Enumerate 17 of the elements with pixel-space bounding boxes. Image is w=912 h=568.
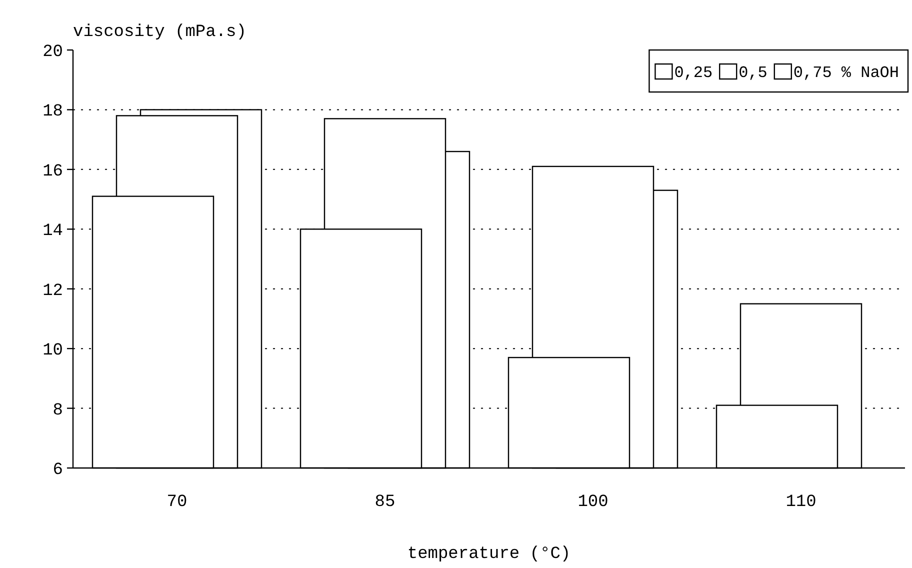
legend-label: 0,5 [738, 64, 768, 82]
y-axis-title: viscosity (mPa.s) [73, 23, 246, 42]
legend-label: 0,25 [674, 64, 713, 82]
x-axis-title: temperature (°C) [407, 545, 571, 564]
y-tick-label: 6 [52, 461, 63, 480]
y-tick-label: 12 [42, 282, 63, 301]
y-tick-label: 20 [42, 43, 63, 62]
x-tick-label: 70 [166, 493, 188, 512]
y-tick-label: 18 [42, 102, 63, 122]
x-tick-label: 85 [374, 493, 396, 512]
y-tick-label: 14 [42, 222, 63, 242]
x-tick-label: 100 [578, 493, 608, 512]
y-tick-label: 16 [42, 162, 63, 182]
y-tick-label: 10 [42, 342, 63, 361]
legend-label: 0,75 % NaOH [793, 64, 900, 82]
x-tick-label: 110 [786, 493, 816, 512]
y-tick-label: 8 [52, 401, 63, 420]
